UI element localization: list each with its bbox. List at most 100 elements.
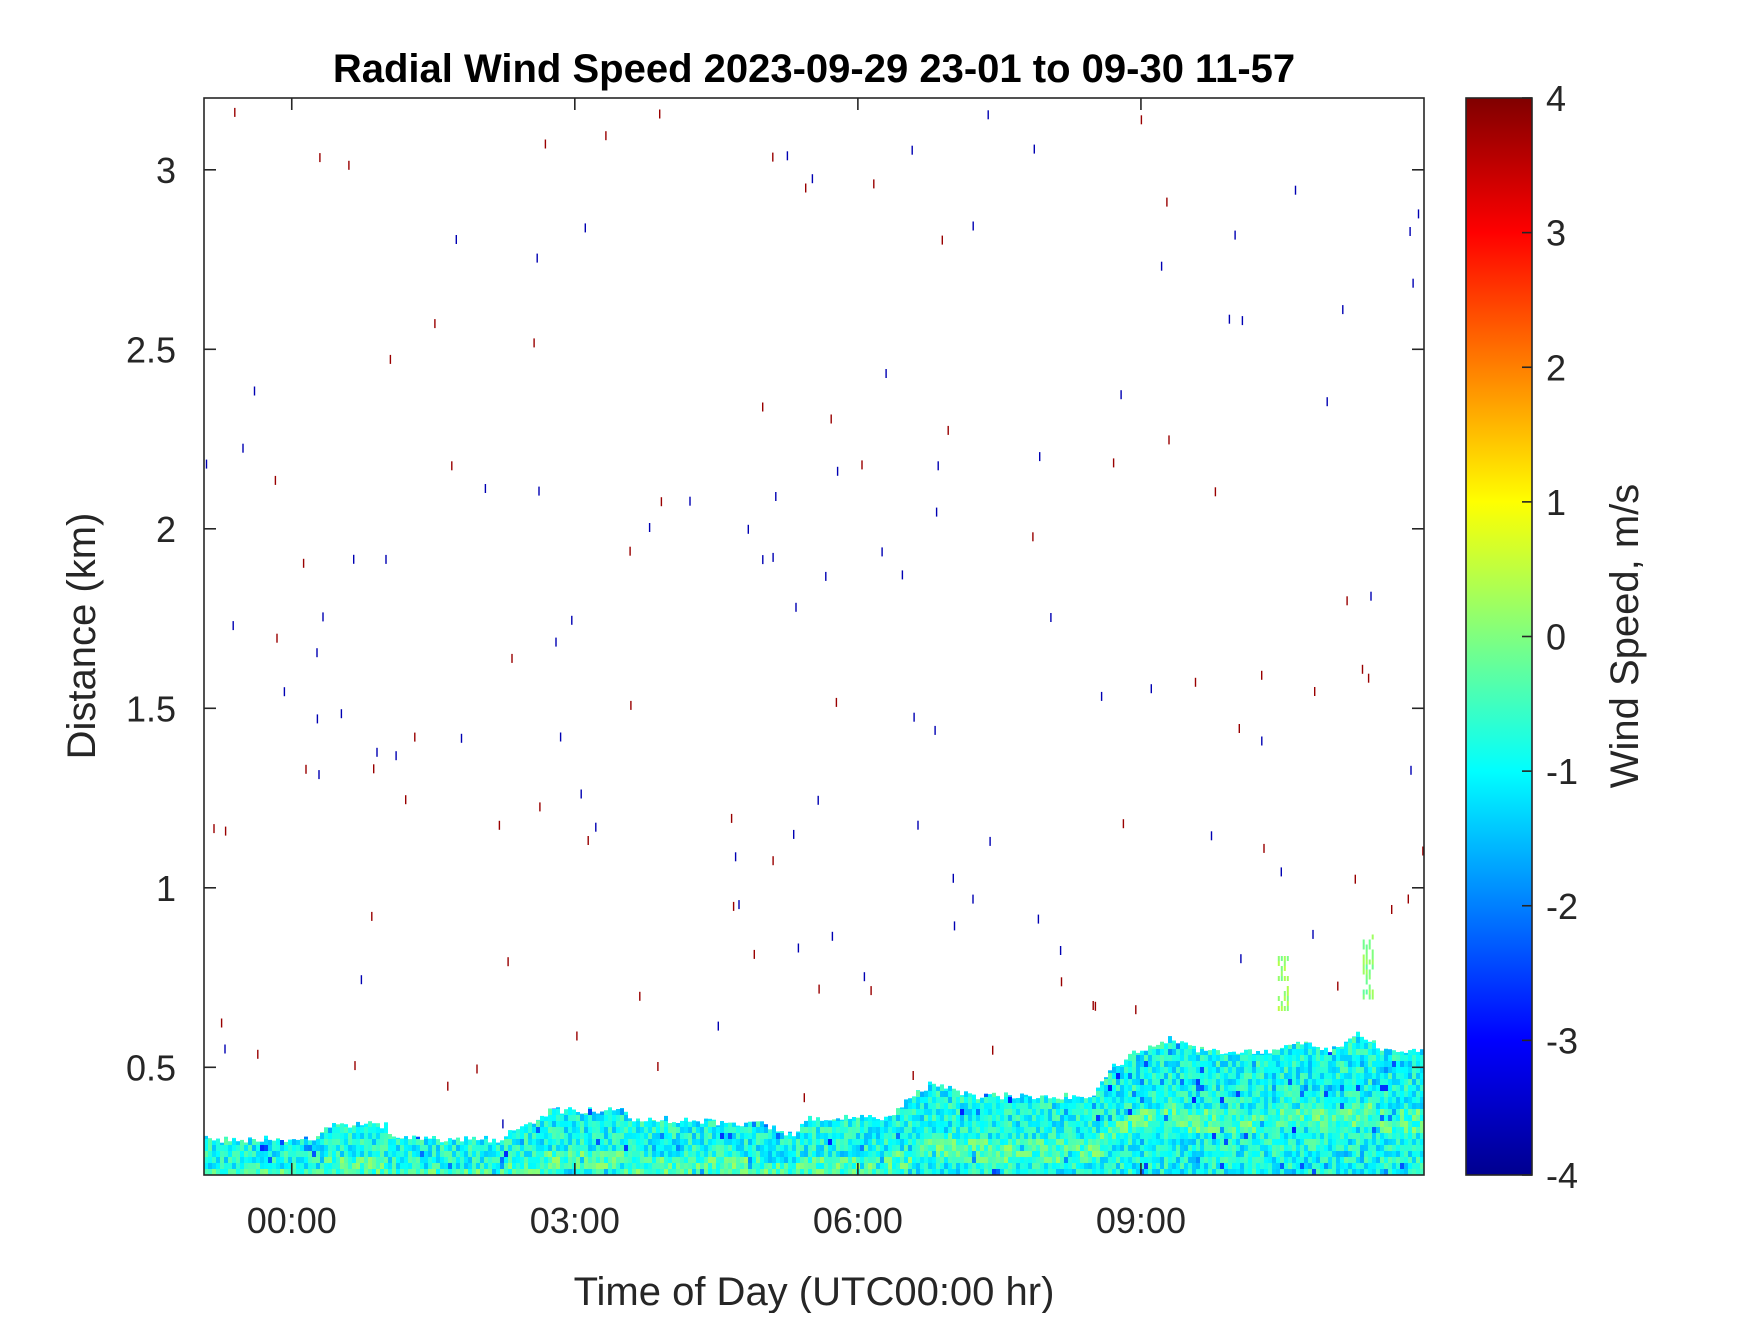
heatmap-cell: [916, 1133, 920, 1139]
heatmap-cell: [1160, 1061, 1164, 1067]
heatmap-cell: [1124, 1169, 1128, 1175]
heatmap-cell: [1052, 1127, 1056, 1133]
heatmap-cell: [1028, 1145, 1032, 1151]
heatmap-cell: [1380, 1085, 1384, 1091]
heatmap-cell: [628, 1127, 632, 1133]
heatmap-cell: [424, 1145, 428, 1151]
noise-speckle: [795, 603, 796, 612]
heatmap-cell: [1300, 1133, 1304, 1139]
heatmap-cell: [1308, 1151, 1312, 1157]
heatmap-cell: [1392, 1067, 1396, 1073]
heatmap-cell: [708, 1145, 712, 1151]
noise-speckle: [1151, 684, 1152, 693]
noise-speckle: [1095, 1002, 1096, 1011]
heatmap-cell: [1128, 1067, 1132, 1073]
heatmap-cell: [304, 1169, 308, 1175]
heatmap-cell: [1336, 1145, 1340, 1151]
heatmap-cell: [1364, 1169, 1368, 1175]
heatmap-cell: [1260, 1055, 1264, 1061]
heatmap-cell: [396, 1138, 400, 1139]
heatmap-cell: [1092, 1145, 1096, 1151]
heatmap-cell: [1000, 1099, 1004, 1103]
heatmap-cell: [856, 1145, 860, 1151]
heatmap-cell: [404, 1151, 408, 1157]
heatmap-cell: [564, 1109, 568, 1115]
heatmap-cell: [988, 1157, 992, 1163]
noise-speckle: [456, 235, 457, 244]
heatmap-cell: [1176, 1145, 1180, 1151]
heatmap-cell: [1372, 1097, 1376, 1103]
heatmap-cell: [1232, 1085, 1236, 1091]
heatmap-cell: [280, 1169, 284, 1175]
heatmap-cell: [584, 1157, 588, 1163]
heatmap-cell: [556, 1139, 560, 1145]
heatmap-cell: [1160, 1049, 1164, 1055]
heatmap-cell: [1384, 1061, 1388, 1067]
heatmap-cell: [568, 1151, 572, 1157]
heatmap-cell: [632, 1139, 636, 1145]
heatmap-cell: [1292, 1163, 1296, 1169]
noise-speckle: [341, 709, 342, 718]
heatmap-cell: [1156, 1067, 1160, 1073]
heatmap-cell: [1020, 1103, 1024, 1109]
heatmap-cell: [976, 1109, 980, 1115]
colorbar-tick-label: 1: [1546, 482, 1566, 523]
heatmap-cell: [896, 1121, 900, 1127]
heatmap-cell: [976, 1139, 980, 1145]
heatmap-cell: [1200, 1091, 1204, 1097]
heatmap-cell: [1132, 1133, 1136, 1139]
heatmap-cell: [1284, 1139, 1288, 1145]
heatmap-cell: [960, 1103, 964, 1109]
heatmap-cell: [540, 1133, 544, 1139]
heatmap-cell: [1144, 1097, 1148, 1103]
heatmap-cell: [912, 1169, 916, 1175]
heatmap-cell: [1072, 1103, 1076, 1109]
heatmap-cell: [1348, 1163, 1352, 1169]
heatmap-cell: [332, 1127, 336, 1133]
heatmap-cell: [612, 1145, 616, 1151]
heatmap-cell: [1348, 1061, 1352, 1067]
heatmap-cell: [1180, 1073, 1184, 1079]
heatmap-cell: [596, 1151, 600, 1157]
heatmap-cell: [624, 1169, 628, 1175]
heatmap-cell: [1132, 1121, 1136, 1127]
noise-speckle: [254, 387, 255, 396]
heatmap-cell: [380, 1157, 384, 1163]
heatmap-cell: [940, 1103, 944, 1109]
heatmap-cell: [644, 1169, 648, 1175]
heatmap-cell: [1064, 1109, 1068, 1115]
heatmap-cell: [1148, 1145, 1152, 1151]
heatmap-cell: [1168, 1037, 1172, 1043]
heatmap-cell: [1220, 1163, 1224, 1169]
noise-speckle: [385, 555, 386, 564]
heatmap-cell: [1124, 1151, 1128, 1157]
heatmap-cell: [1280, 1079, 1284, 1085]
heatmap-cell: [1324, 1073, 1328, 1079]
heatmap-cell: [1032, 1103, 1036, 1109]
heatmap-cell: [1360, 1139, 1364, 1145]
heatmap-cell: [1412, 1139, 1416, 1145]
heatmap-cell: [1220, 1133, 1224, 1139]
heatmap-cell: [1220, 1169, 1224, 1175]
heatmap-cell: [412, 1163, 416, 1169]
heatmap-cell: [1224, 1073, 1228, 1079]
heatmap-cell: [1272, 1103, 1276, 1109]
heatmap-cell: [964, 1157, 968, 1163]
heatmap-cell: [1220, 1061, 1224, 1067]
heatmap-cell: [1388, 1103, 1392, 1109]
heatmap-cell: [1220, 1054, 1224, 1055]
heatmap-cell: [1100, 1091, 1104, 1097]
heatmap-cell: [992, 1115, 996, 1121]
heatmap-cell: [216, 1157, 220, 1163]
heatmap-cell: [1172, 1073, 1176, 1079]
noise-speckle: [804, 1093, 805, 1102]
heatmap-cell: [1040, 1151, 1044, 1157]
heatmap-cell: [1260, 1097, 1264, 1103]
heatmap-cell: [1344, 1103, 1348, 1109]
heatmap-cell: [1128, 1079, 1132, 1085]
heatmap-cell: [1072, 1163, 1076, 1169]
heatmap-cell: [1000, 1139, 1004, 1145]
heatmap-cell: [1156, 1049, 1160, 1055]
heatmap-cell: [952, 1127, 956, 1133]
heatmap-cell: [356, 1169, 360, 1175]
